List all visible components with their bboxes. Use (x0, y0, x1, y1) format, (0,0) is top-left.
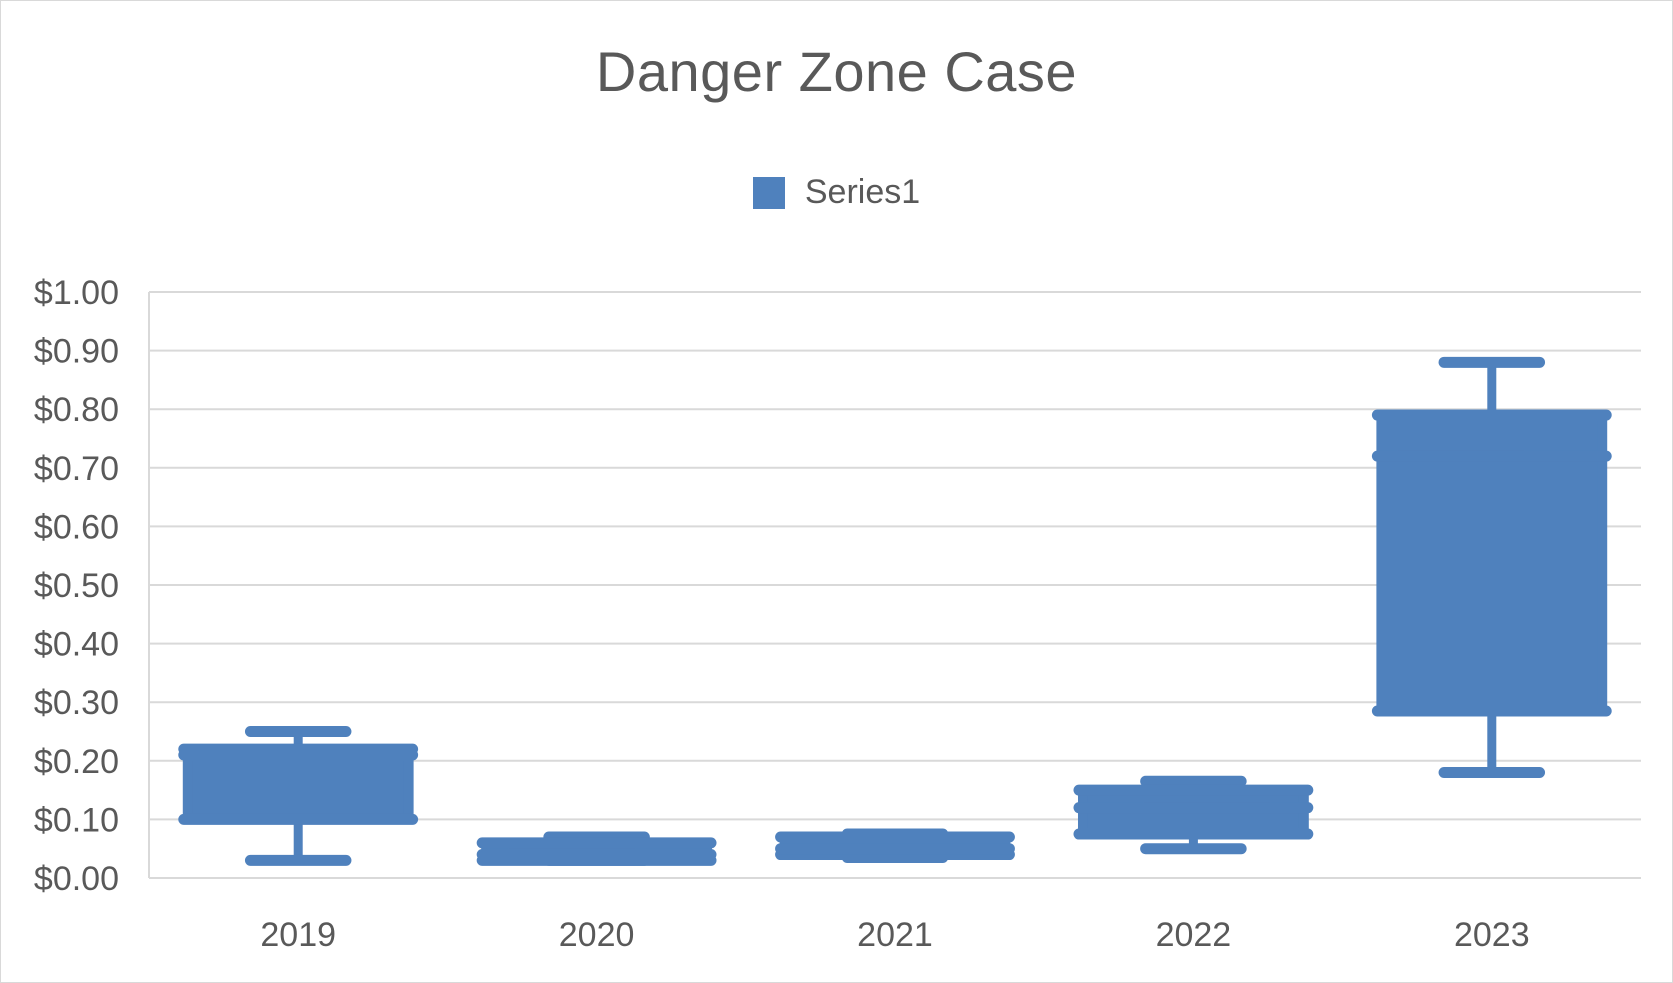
y-tick-label: $1.00 (34, 274, 119, 312)
y-tick-label: $0.80 (34, 391, 119, 429)
x-tick-label: 2023 (1454, 916, 1530, 954)
y-tick-label: $0.40 (34, 626, 119, 664)
legend-swatch (752, 176, 785, 209)
y-tick-label: $0.60 (34, 508, 119, 546)
box (1376, 410, 1608, 716)
x-tick-label: 2020 (559, 916, 635, 954)
x-tick-label: 2022 (1156, 916, 1232, 954)
y-tick-label: $0.30 (34, 684, 119, 722)
y-tick-label: $0.20 (34, 743, 119, 781)
x-tick-label: 2019 (260, 916, 336, 954)
chart-title: Danger Zone Case (595, 40, 1078, 103)
y-tick-label: $0.10 (34, 801, 119, 839)
x-tick-label: 2021 (857, 916, 933, 954)
legend-label: Series1 (804, 173, 921, 211)
box (182, 744, 414, 825)
y-tick-label: $0.50 (34, 567, 119, 605)
y-tick-label: $0.90 (34, 333, 119, 371)
y-tick-label: $0.00 (34, 860, 119, 898)
legend: Series1 (1, 173, 1672, 212)
y-tick-label: $0.70 (34, 450, 119, 488)
